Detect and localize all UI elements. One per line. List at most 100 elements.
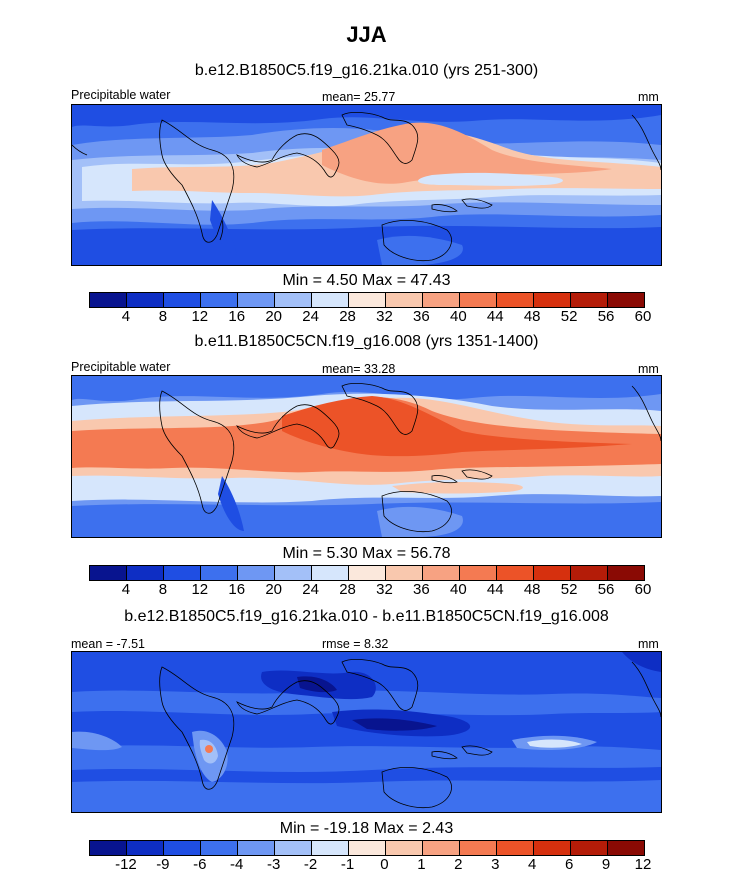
- colorbar-tick-label: 12: [191, 308, 209, 325]
- colorbar-tick-label: 28: [339, 308, 356, 325]
- panel-1-colorbar: [89, 292, 645, 308]
- colorbar-tick-label: 48: [523, 308, 541, 325]
- colorbar-tick-label: 1: [417, 856, 426, 873]
- colorbar-cell: [534, 293, 571, 307]
- colorbar-tick-label: 52: [560, 308, 578, 325]
- colorbar-tick-label: 16: [228, 308, 246, 325]
- panel-2-map: [71, 375, 662, 538]
- panel-3-rmse-label: rmse = 8.32: [322, 637, 389, 651]
- colorbar-cell: [423, 841, 460, 855]
- colorbar-cell: [238, 566, 275, 580]
- colorbar-tick-label: 20: [265, 308, 282, 325]
- colorbar-cell: [349, 841, 386, 855]
- colorbar-cell: [90, 841, 127, 855]
- colorbar-cell: [127, 566, 164, 580]
- panel-2-left-label: Precipitable water: [71, 360, 171, 374]
- panel-1-map: [71, 104, 662, 266]
- panel-2-colorbar-ticks: 4 8 12 16 20 24 28 32 36 40 44 48 52 56 60: [89, 581, 652, 599]
- colorbar-cell: [349, 293, 386, 307]
- colorbar-cell: [201, 566, 238, 580]
- colorbar-cell: [608, 293, 644, 307]
- colorbar-tick-label: 44: [486, 581, 504, 598]
- panel-3-colorbar: [89, 840, 645, 856]
- colorbar-cell: [312, 566, 349, 580]
- panel-3-map: [71, 651, 662, 813]
- colorbar-tick-label: 4: [121, 581, 131, 598]
- colorbar-tick-label: 56: [597, 581, 615, 598]
- colorbar-tick-label: -9: [156, 856, 170, 873]
- panel-2-minmax: Min = 5.30 Max = 56.78: [282, 545, 451, 562]
- colorbar-cell: [497, 841, 534, 855]
- colorbar-tick-label: 28: [339, 581, 356, 598]
- colorbar-tick-label: 6: [564, 856, 574, 873]
- colorbar-cell: [571, 293, 608, 307]
- panel-1-left-label: Precipitable water: [71, 88, 171, 102]
- colorbar-tick-label: 24: [302, 581, 319, 598]
- panel-3-minmax: Min = -19.18 Max = 2.43: [279, 820, 454, 837]
- colorbar-tick-label: 60: [634, 581, 652, 598]
- colorbar-tick-label: 36: [413, 581, 430, 598]
- colorbar-tick-label: -2: [303, 856, 318, 873]
- colorbar-cell: [164, 566, 201, 580]
- colorbar-cell: [423, 293, 460, 307]
- colorbar-tick-label: 56: [597, 308, 615, 325]
- colorbar-cell: [349, 566, 386, 580]
- panel-2-colorbar: [89, 565, 645, 581]
- panel-1-minmax: Min = 4.50 Max = 47.43: [282, 272, 451, 289]
- colorbar-tick-label: 4: [121, 308, 131, 325]
- colorbar-tick-label: 3: [491, 856, 500, 873]
- colorbar-cell: [608, 841, 644, 855]
- colorbar-cell: [201, 293, 238, 307]
- colorbar-cell: [127, 841, 164, 855]
- colorbar-cell: [386, 293, 423, 307]
- colorbar-tick-label: 9: [601, 856, 611, 873]
- colorbar-cell: [386, 841, 423, 855]
- colorbar-cell: [460, 293, 497, 307]
- colorbar-cell: [608, 566, 644, 580]
- colorbar-tick-label: 52: [560, 581, 578, 598]
- colorbar-tick-label: 2: [454, 856, 463, 873]
- colorbar-cell: [571, 566, 608, 580]
- colorbar-cell: [275, 293, 312, 307]
- colorbar-cell: [275, 841, 312, 855]
- colorbar-tick-label: 32: [376, 308, 393, 325]
- colorbar-cell: [127, 293, 164, 307]
- panel-1-units: mm: [638, 90, 659, 104]
- colorbar-cell: [90, 566, 127, 580]
- colorbar-cell: [571, 841, 608, 855]
- colorbar-tick-label: 20: [265, 581, 282, 598]
- colorbar-tick-label: -6: [193, 856, 207, 873]
- colorbar-tick-label: 40: [449, 308, 467, 325]
- colorbar-cell: [90, 293, 127, 307]
- colorbar-cell: [201, 841, 238, 855]
- panel-1-colorbar-ticks: 4 8 12 16 20 24 28 32 36 40 44 48 52 56 60: [89, 308, 652, 326]
- panel-1-mean-label: mean= 25.77: [322, 90, 396, 104]
- colorbar-cell: [534, 841, 571, 855]
- panel-3-colorbar-ticks: -12 -9 -6 -4 -3 -2 -1 0 1 2 3 4 6 9 12: [89, 856, 651, 874]
- colorbar-tick-label: 40: [449, 581, 467, 598]
- panel-2-units: mm: [638, 362, 659, 376]
- panel-3-units: mm: [638, 637, 659, 651]
- colorbar-cell: [312, 293, 349, 307]
- colorbar-cell: [238, 841, 275, 855]
- colorbar-cell: [164, 293, 201, 307]
- colorbar-cell: [238, 293, 275, 307]
- colorbar-tick-label: 60: [634, 308, 652, 325]
- panel-3-title: b.e12.B1850C5.f19_g16.21ka.010 - b.e11.B…: [124, 608, 609, 625]
- colorbar-cell: [497, 566, 534, 580]
- panel-3-mean-label: mean = -7.51: [71, 637, 146, 651]
- colorbar-tick-label: 0: [380, 856, 389, 873]
- colorbar-tick-label: 8: [158, 308, 168, 325]
- colorbar-tick-label: -3: [266, 856, 281, 873]
- panel-1-title: b.e12.B1850C5.f19_g16.21ka.010 (yrs 251-…: [194, 62, 539, 79]
- colorbar-tick-label: -1: [340, 856, 355, 873]
- colorbar-tick-label: 32: [376, 581, 393, 598]
- panel-2-title: b.e11.B1850C5CN.f19_g16.008 (yrs 1351-14…: [194, 333, 539, 350]
- colorbar-tick-label: 48: [523, 581, 541, 598]
- colorbar-tick-label: -4: [230, 856, 244, 873]
- colorbar-cell: [497, 293, 534, 307]
- colorbar-tick-label: 12: [191, 581, 209, 598]
- colorbar-cell: [386, 566, 423, 580]
- colorbar-tick-label: 16: [228, 581, 246, 598]
- colorbar-cell: [534, 566, 571, 580]
